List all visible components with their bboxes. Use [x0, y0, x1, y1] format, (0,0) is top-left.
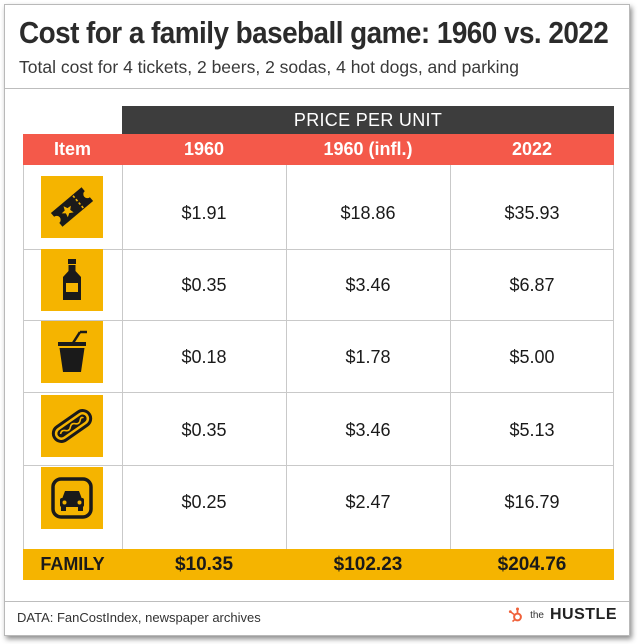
- column-divider: [450, 165, 451, 549]
- cell-soda-2022: $5.00: [509, 346, 555, 367]
- chart-title: Cost for a family baseball game: 1960 vs…: [19, 15, 609, 50]
- family-total-bar: [23, 549, 614, 580]
- cell-parking-1960-infl: $2.47: [345, 491, 391, 512]
- brand-logo: the HUSTLE: [508, 606, 617, 624]
- cell-soda-1960: $0.18: [181, 346, 227, 367]
- top-divider: [5, 88, 629, 89]
- table-body: [23, 165, 614, 549]
- soda-cup-icon: [41, 321, 103, 383]
- cell-ticket-1960-infl: $18.86: [340, 202, 396, 223]
- cell-ticket-1960: $1.91: [181, 202, 227, 223]
- price-per-unit-header: PRICE PER UNIT: [122, 106, 614, 134]
- family-total-1960: $10.35: [174, 553, 234, 575]
- cell-hotdog-1960-infl: $3.46: [345, 419, 391, 440]
- column-header-2022: 2022: [450, 134, 614, 165]
- chart-subtitle: Total cost for 4 tickets, 2 beers, 2 sod…: [19, 57, 520, 77]
- cell-parking-2022: $16.79: [504, 491, 560, 512]
- cell-hotdog-1960: $0.35: [181, 419, 227, 440]
- cell-beer-1960-infl: $3.46: [345, 274, 391, 295]
- cell-ticket-2022: $35.93: [504, 202, 560, 223]
- family-total-label: FAMILY: [40, 554, 105, 574]
- data-source: DATA: FanCostIndex, newspaper archives: [17, 610, 261, 625]
- bottom-divider: [5, 601, 629, 602]
- column-header-1960: 1960: [122, 134, 286, 165]
- car-icon: [41, 467, 103, 529]
- row-divider: [23, 392, 614, 393]
- cell-soda-1960-infl: $1.78: [345, 346, 391, 367]
- infographic-frame: Cost for a family baseball game: 1960 vs…: [4, 4, 630, 636]
- row-divider: [23, 249, 614, 250]
- hot-dog-icon: [41, 395, 103, 457]
- brand-prefix: the: [530, 609, 544, 621]
- family-total-2022: $204.76: [497, 553, 567, 575]
- cell-hotdog-2022: $5.13: [509, 419, 555, 440]
- column-header-item: Item: [23, 134, 122, 165]
- row-divider: [23, 320, 614, 321]
- column-header-1960-infl: 1960 (infl.): [286, 134, 450, 165]
- brand-name: HUSTLE: [550, 606, 617, 623]
- column-divider: [122, 165, 123, 549]
- cell-beer-1960: $0.35: [181, 274, 227, 295]
- family-total-1960-infl: $102.23: [333, 553, 403, 575]
- cell-beer-2022: $6.87: [509, 274, 555, 295]
- column-divider: [286, 165, 287, 549]
- beer-bottle-icon: [41, 249, 103, 311]
- ticket-icon: [41, 176, 103, 238]
- hubspot-sprocket-icon: [508, 607, 522, 623]
- row-divider: [23, 465, 614, 466]
- cell-parking-1960: $0.25: [181, 491, 227, 512]
